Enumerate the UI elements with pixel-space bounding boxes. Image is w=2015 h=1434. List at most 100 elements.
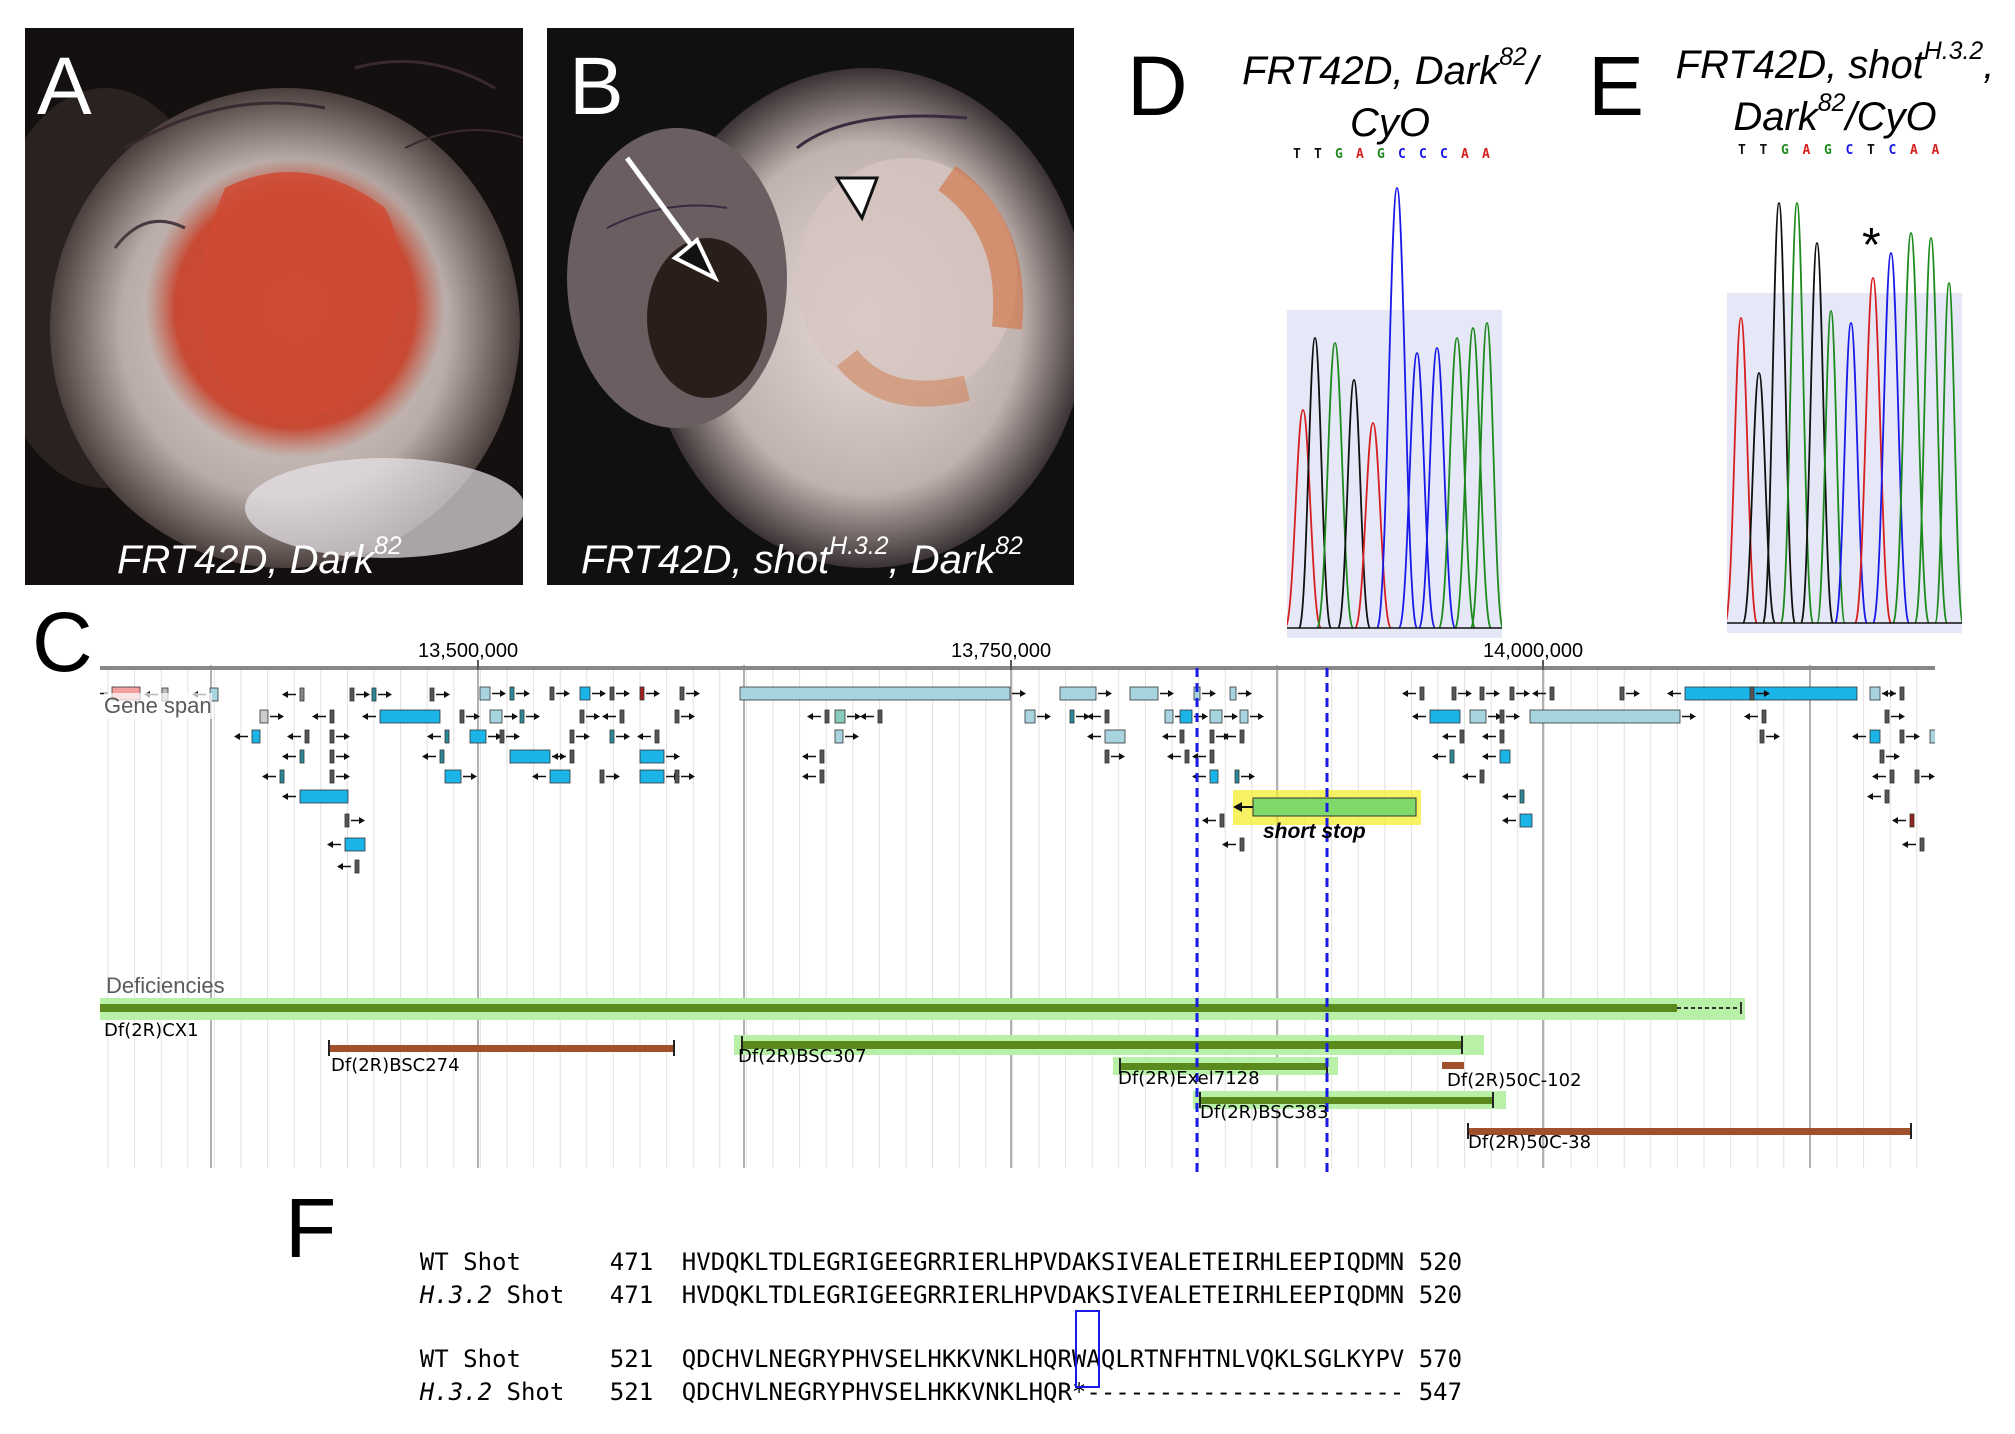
gene-model[interactable]: [1667, 686, 1858, 701]
gene-model[interactable]: [1442, 729, 1465, 744]
gene-model[interactable]: [1914, 769, 1935, 784]
gene-model[interactable]: [371, 687, 392, 702]
gene-model[interactable]: [1402, 686, 1425, 701]
gene-model[interactable]: [422, 749, 445, 764]
gene-model[interactable]: [609, 729, 630, 744]
gene-model[interactable]: [639, 769, 680, 784]
gene-model[interactable]: [609, 686, 630, 701]
gene-model[interactable]: [1059, 686, 1112, 701]
gene-model[interactable]: [1129, 686, 1174, 701]
gene-model[interactable]: [674, 769, 695, 784]
gene-model[interactable]: [312, 709, 335, 724]
gene-model[interactable]: [674, 709, 695, 724]
gene-model[interactable]: [1509, 686, 1530, 701]
gene-model[interactable]: [1432, 749, 1455, 764]
gene-model[interactable]: [679, 686, 700, 701]
gene-model[interactable]: [549, 686, 570, 701]
gene-model[interactable]: [1529, 709, 1696, 724]
gene-model[interactable]: [259, 709, 284, 724]
gene-model[interactable]: [1239, 709, 1264, 724]
gene-model[interactable]: [602, 709, 625, 724]
gene-model[interactable]: [579, 709, 600, 724]
gene-model[interactable]: [282, 687, 305, 702]
gene-model[interactable]: [1192, 749, 1215, 764]
gene-model[interactable]: [1852, 729, 1881, 744]
gene-model[interactable]: [532, 769, 571, 784]
gene-model[interactable]: [1479, 686, 1500, 701]
gene-model[interactable]: [329, 769, 350, 784]
gene-model[interactable]: [1222, 729, 1245, 744]
gene-model[interactable]: [509, 686, 530, 701]
gene-model[interactable]: [569, 729, 590, 744]
gene-model[interactable]: [1892, 813, 1915, 828]
gene-model[interactable]: [1482, 749, 1511, 764]
gene-model[interactable]: [1202, 813, 1225, 828]
gene-model[interactable]: [552, 749, 575, 764]
gene-model[interactable]: [499, 729, 520, 744]
gene-model[interactable]: [444, 769, 477, 784]
gene-model[interactable]: [802, 769, 825, 784]
gene-model[interactable]: [1532, 686, 1555, 701]
gene-model[interactable]: [1482, 729, 1505, 744]
gene-model[interactable]: [1087, 729, 1126, 744]
gene-model[interactable]: [807, 709, 830, 724]
gene-model[interactable]: [1469, 709, 1502, 724]
gene-model[interactable]: [262, 769, 285, 784]
gene-model[interactable]: [639, 686, 660, 701]
gene-model[interactable]: [282, 789, 349, 804]
gene-model[interactable]: [337, 859, 360, 874]
gene-model[interactable]: [427, 729, 450, 744]
gene-model[interactable]: [1162, 729, 1185, 744]
gene-model[interactable]: [282, 749, 305, 764]
gene-model[interactable]: [1502, 813, 1533, 828]
gene-model[interactable]: [1872, 769, 1895, 784]
gene-model[interactable]: [739, 686, 1026, 701]
gene-model[interactable]: [834, 709, 861, 724]
gene-model[interactable]: [1104, 749, 1125, 764]
gene-model[interactable]: [1749, 686, 1770, 701]
gene-model[interactable]: [459, 709, 480, 724]
gene-model[interactable]: [599, 769, 620, 784]
gene-model[interactable]: [1759, 729, 1780, 744]
gene-model[interactable]: [1899, 729, 1920, 744]
gene-model[interactable]: [639, 749, 680, 764]
gene-model[interactable]: [1234, 769, 1255, 784]
gene-model[interactable]: [860, 709, 883, 724]
gene-model[interactable]: [834, 729, 859, 744]
gene-model[interactable]: [519, 709, 540, 724]
gene-model[interactable]: [234, 729, 261, 744]
gene-model[interactable]: [579, 686, 606, 701]
gene-model[interactable]: [329, 729, 350, 744]
gene-model[interactable]: [1087, 709, 1110, 724]
gene-model[interactable]: [469, 729, 502, 744]
gene-model[interactable]: [1222, 837, 1245, 852]
gene-model[interactable]: [329, 749, 350, 764]
gene-model[interactable]: [1209, 709, 1238, 724]
gene-model[interactable]: [1167, 749, 1190, 764]
gene-model[interactable]: [1929, 729, 1964, 744]
gene-model[interactable]: [362, 709, 441, 724]
gene-model[interactable]: [327, 837, 366, 852]
gene-model[interactable]: [287, 729, 310, 744]
gene-model[interactable]: [1499, 709, 1520, 724]
gene-model[interactable]: [1884, 709, 1905, 724]
gene-model[interactable]: [349, 687, 370, 702]
gene-model[interactable]: [1451, 686, 1472, 701]
gene-model[interactable]: [1902, 837, 1925, 852]
gene-model[interactable]: [1024, 709, 1051, 724]
gene-model[interactable]: [1879, 749, 1900, 764]
gene-model[interactable]: [802, 749, 825, 764]
gene-model[interactable]: [489, 709, 518, 724]
gene-model[interactable]: [1882, 686, 1905, 701]
gene-model[interactable]: [1502, 789, 1525, 804]
gene-model[interactable]: [1744, 709, 1767, 724]
gene-model[interactable]: [1179, 709, 1208, 724]
gene-model[interactable]: [1412, 709, 1461, 724]
gene-model[interactable]: [1867, 789, 1890, 804]
gene-model[interactable]: [1462, 769, 1485, 784]
gene-model[interactable]: [479, 686, 506, 701]
gene-model[interactable]: [344, 813, 365, 828]
gene-model[interactable]: [1619, 686, 1640, 701]
gene-model[interactable]: [1229, 686, 1252, 701]
gene-model[interactable]: [637, 729, 660, 744]
